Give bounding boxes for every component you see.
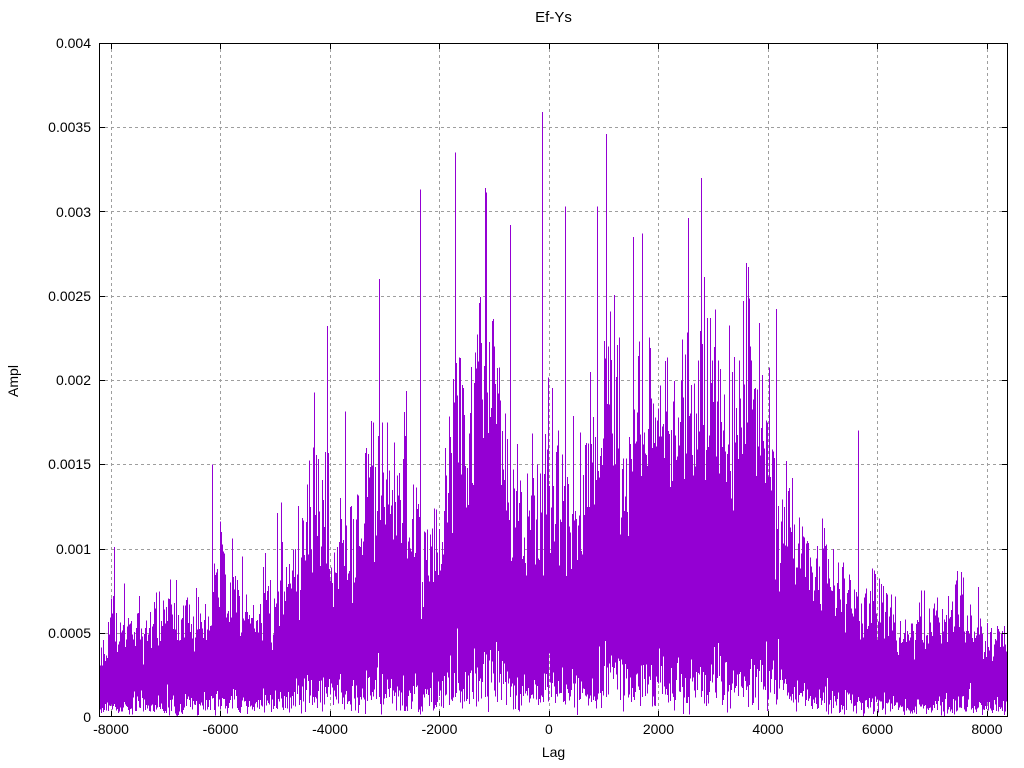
chart-canvas (99, 43, 1008, 717)
x-tick-label: -2000 (421, 721, 458, 737)
y-tick-label: 0.001 (55, 540, 91, 557)
x-tick-label: 6000 (861, 721, 893, 737)
x-axis-label: Lag (541, 744, 566, 760)
tick-marks (99, 43, 1008, 717)
x-tick-label: 8000 (971, 721, 1003, 737)
plot-border (99, 43, 1008, 717)
x-tick-label: -8000 (93, 721, 129, 737)
chart-title: Ef-Ys (535, 9, 572, 26)
y-tick-label: 0.004 (55, 35, 91, 51)
grid-lines (99, 43, 1008, 717)
x-tick-label: -4000 (312, 721, 348, 737)
y-tick-label: 0.003 (55, 203, 91, 220)
y-tick-label: 0.0035 (48, 119, 91, 136)
x-tick-label: 4000 (752, 721, 784, 737)
y-tick-label: 0.002 (55, 372, 91, 388)
x-tick-label: -6000 (202, 721, 239, 737)
series-efys (99, 112, 1008, 717)
y-tick-label: 0.0015 (48, 456, 91, 473)
y-axis-label: Ampl (5, 365, 21, 397)
x-tick-label: 0 (545, 721, 553, 737)
x-tick-label: 2000 (642, 721, 675, 737)
y-tick-label: 0.0025 (48, 287, 91, 304)
y-tick-label: 0.0005 (48, 624, 91, 641)
y-tick-label: 0 (83, 709, 91, 725)
